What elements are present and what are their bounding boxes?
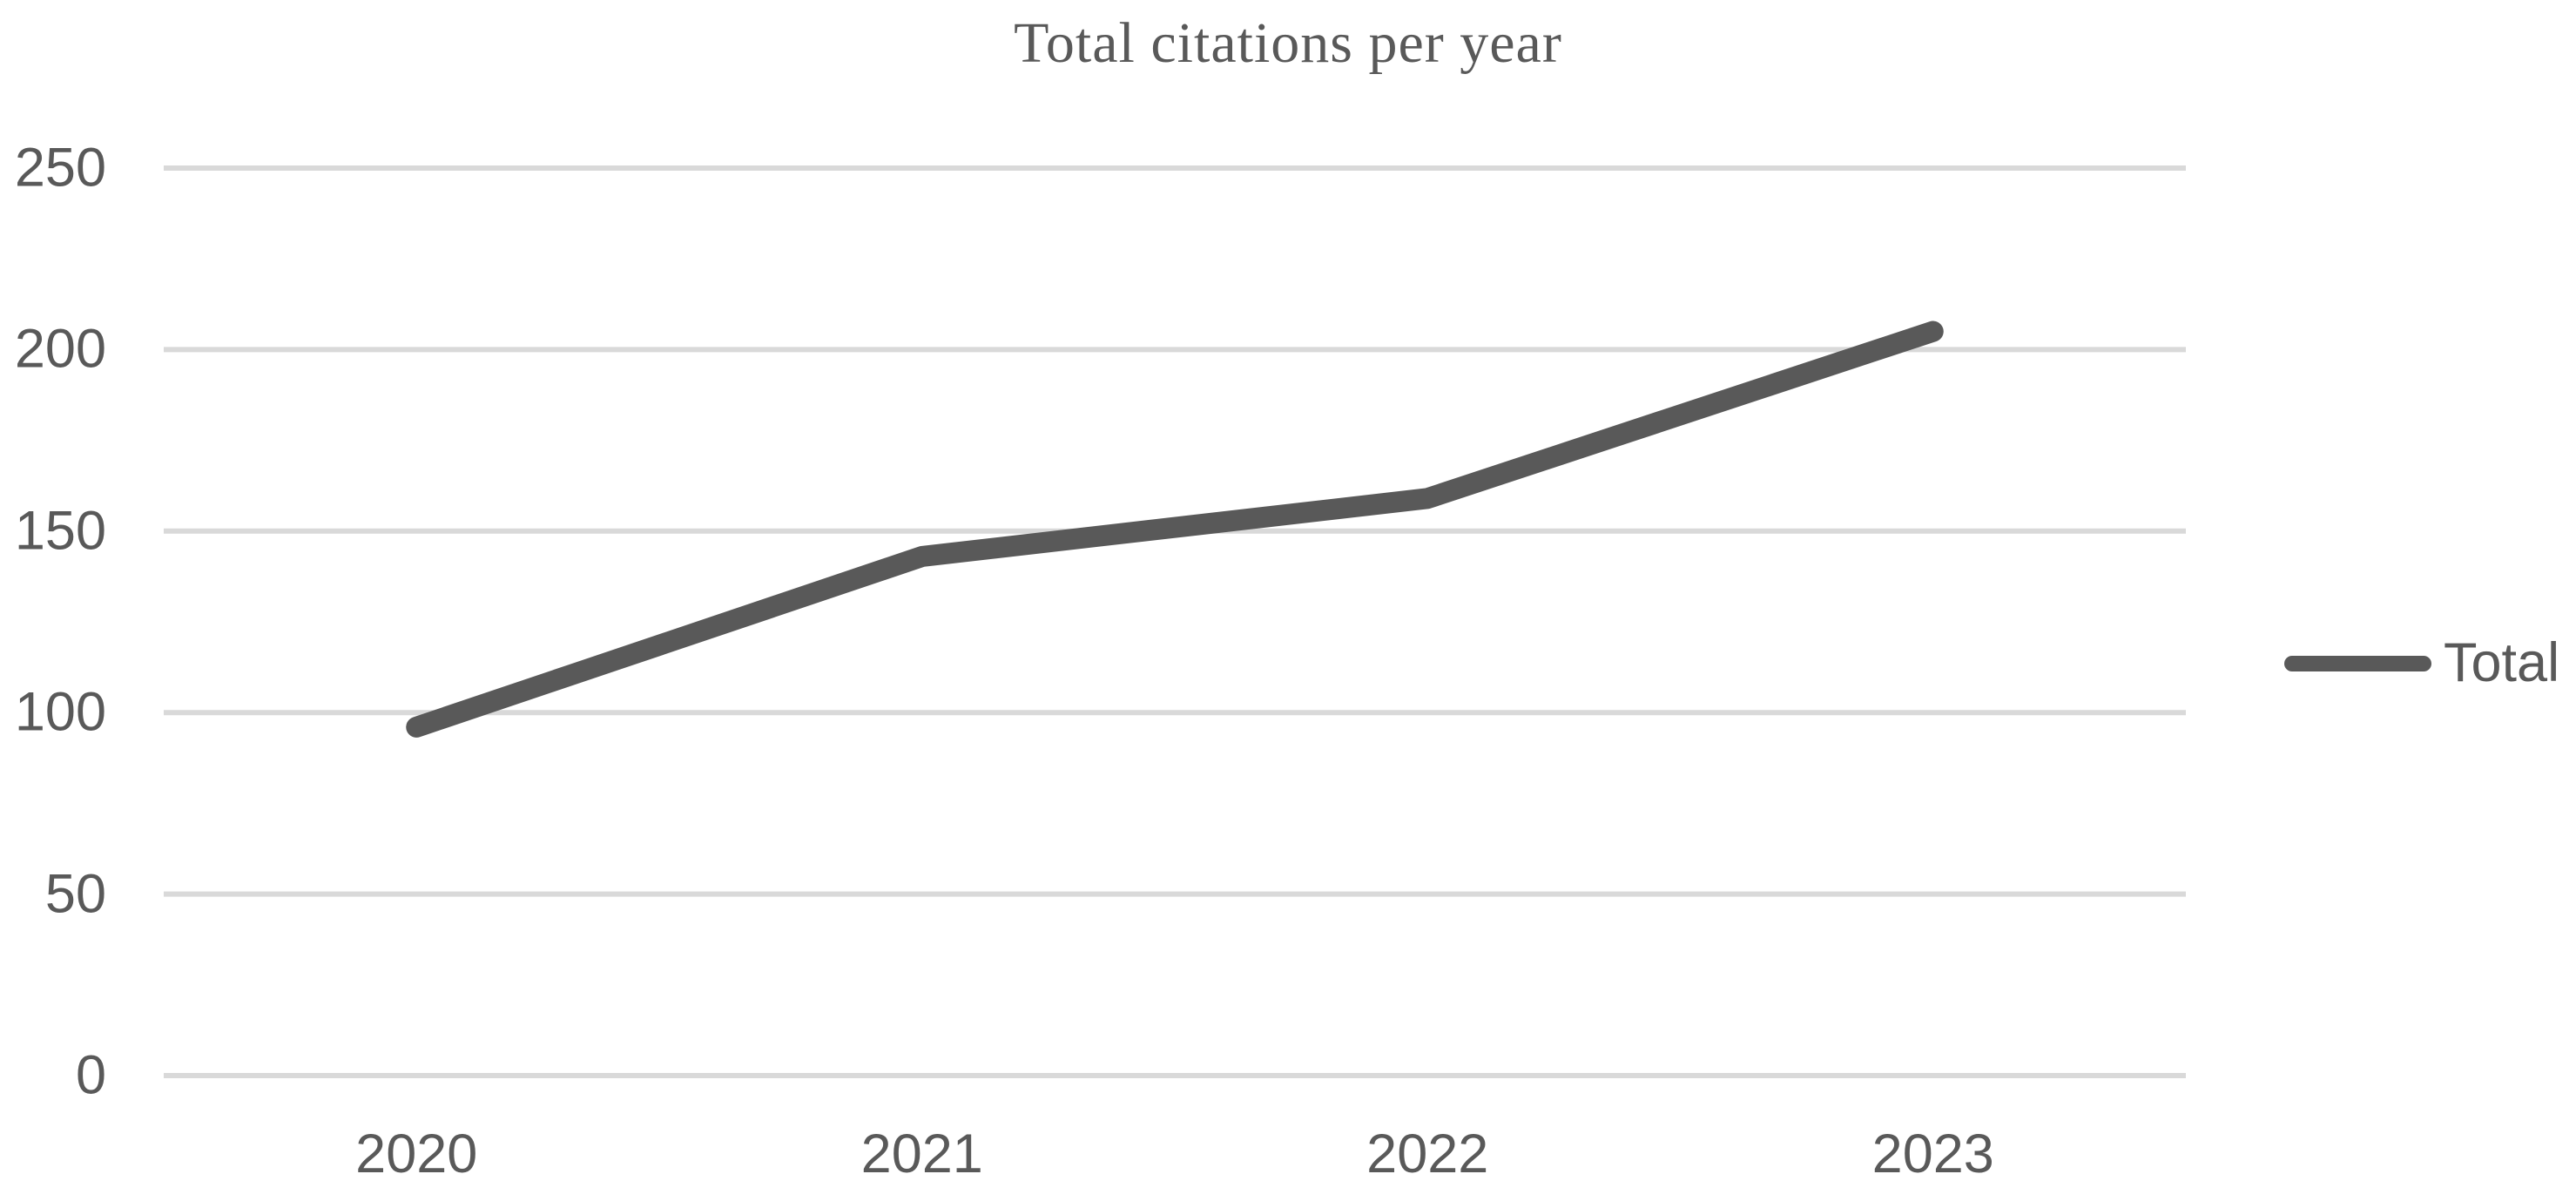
x-tick-label: 2022 bbox=[1366, 1123, 1489, 1184]
y-tick-label: 50 bbox=[44, 863, 106, 925]
chart-title: Total citations per year bbox=[1014, 11, 1562, 75]
legend-line-swatch bbox=[2284, 655, 2431, 671]
y-tick-label: 200 bbox=[14, 318, 106, 380]
series-line-total bbox=[406, 320, 1944, 738]
series-lines bbox=[406, 320, 1944, 738]
y-tick-label: 100 bbox=[14, 681, 106, 743]
legend: Total bbox=[2284, 636, 2559, 691]
y-tick-label: 0 bbox=[75, 1044, 106, 1106]
x-tick-label: 2021 bbox=[860, 1123, 983, 1184]
y-tick-label: 250 bbox=[14, 137, 106, 199]
x-tick-label: 2020 bbox=[355, 1123, 478, 1184]
legend-label: Total bbox=[2444, 632, 2560, 693]
y-tick-label: 150 bbox=[14, 500, 106, 562]
gridlines bbox=[164, 165, 2186, 1078]
x-tick-label: 2023 bbox=[1871, 1123, 1994, 1184]
